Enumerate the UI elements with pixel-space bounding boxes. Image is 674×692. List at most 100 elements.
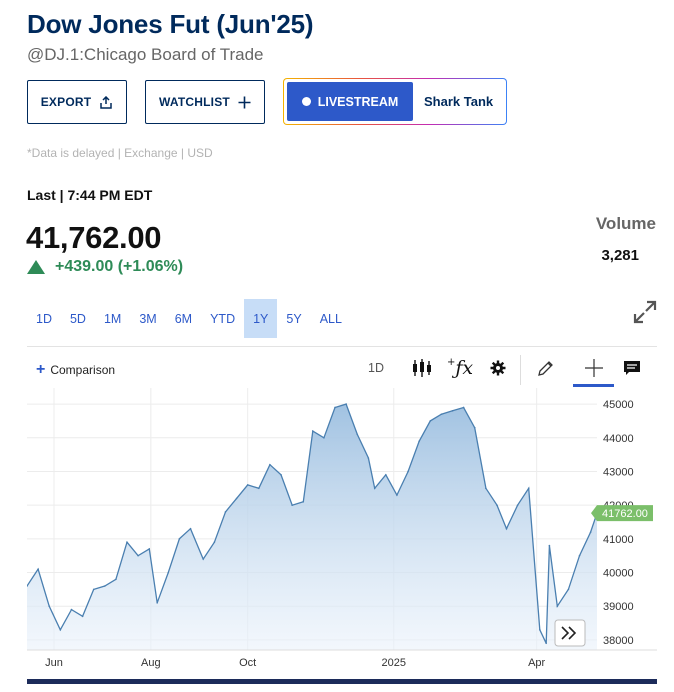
x-tick-label: 2025 — [382, 657, 406, 669]
price-point — [302, 500, 305, 503]
watchlist-button[interactable]: WATCHLIST — [145, 80, 265, 124]
y-tick-label: 40000 — [603, 568, 634, 580]
price-point — [451, 410, 454, 412]
price-point — [539, 628, 541, 631]
last-price: 41,762.00 — [26, 220, 162, 255]
x-tick-label: Aug — [141, 657, 161, 669]
page-title: Dow Jones Fut (Jun'25) — [27, 9, 314, 39]
price-point — [311, 430, 314, 432]
livestream-button[interactable]: LIVESTREAM — [287, 82, 413, 121]
fast-forward-icon[interactable] — [554, 619, 586, 647]
price-point — [396, 494, 398, 496]
range-selector: 1D 5D 1M 3M 6M YTD 1Y 5Y ALL — [27, 299, 351, 338]
export-button[interactable]: EXPORT — [27, 80, 127, 124]
price-point — [323, 436, 325, 439]
export-label: EXPORT — [40, 95, 92, 109]
plus-icon — [238, 96, 251, 109]
comparison-label: Comparison — [50, 363, 116, 377]
price-point — [92, 588, 95, 591]
volume-label: Volume — [595, 214, 656, 233]
price-point — [269, 463, 271, 466]
price-point — [291, 504, 293, 506]
y-tick-label: 39000 — [603, 601, 634, 613]
price-point — [418, 440, 420, 442]
bottom-accent-bar — [27, 679, 657, 684]
price-point — [189, 527, 192, 530]
last-trade-time: Last | 7:44 PM EDT — [27, 187, 153, 203]
price-point — [356, 433, 359, 436]
livestream-label: LIVESTREAM — [317, 94, 399, 109]
price-point — [548, 544, 551, 547]
price-point — [167, 571, 170, 574]
candlestick-icon[interactable] — [412, 357, 434, 379]
function-icon[interactable]: + ƒx — [446, 356, 474, 380]
price-point — [178, 538, 181, 540]
price-point — [48, 605, 51, 608]
plus-icon: + — [36, 361, 46, 378]
range-1y[interactable]: 1Y — [244, 299, 278, 338]
range-5d[interactable]: 5D — [69, 311, 86, 326]
price-point — [224, 511, 227, 513]
comment-icon[interactable] — [622, 357, 642, 379]
share-icon — [99, 95, 113, 109]
price-point — [26, 585, 28, 587]
price-point — [103, 585, 106, 587]
range-1d[interactable]: 1D — [36, 311, 52, 326]
price-point — [70, 608, 73, 611]
price-point — [37, 568, 39, 570]
price-point — [527, 487, 530, 490]
comparison-button[interactable]: + Comparison — [36, 361, 116, 378]
price-point — [473, 426, 476, 429]
range-ytd[interactable]: YTD — [210, 311, 236, 326]
exchange-subtitle: @DJ.1:Chicago Board of Trade — [27, 45, 264, 64]
price-point — [373, 487, 376, 490]
expand-icon[interactable] — [631, 298, 659, 326]
price-point — [280, 474, 282, 476]
price-point — [115, 578, 117, 581]
x-tick-label: Jun — [45, 657, 63, 669]
crosshair-icon[interactable] — [583, 357, 605, 379]
price-point — [545, 642, 547, 645]
price-point — [367, 457, 370, 459]
price-point — [126, 541, 128, 544]
toolbar-divider — [520, 355, 521, 385]
last-value-badge: 41762.00 — [591, 505, 653, 522]
interval-button[interactable]: 1D — [368, 361, 384, 375]
y-tick-label: 44000 — [603, 433, 634, 445]
delay-notice: *Data is delayed | Exchange | USD — [27, 146, 213, 160]
price-point — [202, 558, 205, 560]
price-point — [567, 588, 570, 591]
price-point — [485, 487, 487, 490]
price-point — [407, 470, 409, 473]
range-3m[interactable]: 3M — [139, 311, 157, 326]
pencil-icon[interactable] — [536, 357, 556, 379]
y-tick-label: 41000 — [603, 534, 634, 546]
price-change-value: +439.00 (+1.06%) — [55, 258, 184, 275]
last-value-label: 41762.00 — [602, 508, 648, 520]
gear-icon[interactable] — [488, 357, 508, 379]
price-area — [27, 404, 597, 650]
price-point — [589, 531, 592, 533]
show-link[interactable]: Shark Tank — [424, 94, 494, 109]
x-tick-label: Oct — [239, 657, 256, 669]
chart-canvas: 3800039000400004100042000430004400045000… — [26, 388, 657, 669]
price-point — [156, 602, 158, 604]
watchlist-label: WATCHLIST — [159, 95, 230, 109]
price-point — [440, 413, 443, 416]
price-chart[interactable]: 3800039000400004100042000430004400045000… — [26, 388, 657, 678]
price-point — [246, 484, 249, 486]
range-all[interactable]: ALL — [319, 311, 342, 326]
price-change: +439.00 (+1.06%) — [27, 258, 183, 276]
range-1m[interactable]: 1M — [103, 311, 122, 326]
chart-toolbar: + Comparison 1D + ƒx — [27, 346, 657, 388]
price-point — [578, 554, 581, 557]
price-point — [148, 548, 151, 550]
range-5y[interactable]: 5Y — [286, 311, 302, 326]
price-point — [505, 527, 508, 530]
livestream-panel: LIVESTREAM Shark Tank — [283, 78, 507, 125]
price-point — [462, 406, 465, 409]
volume-value: 3,281 — [601, 247, 639, 264]
range-6m[interactable]: 6M — [174, 311, 193, 326]
price-point — [385, 474, 387, 476]
price-point — [137, 554, 139, 557]
